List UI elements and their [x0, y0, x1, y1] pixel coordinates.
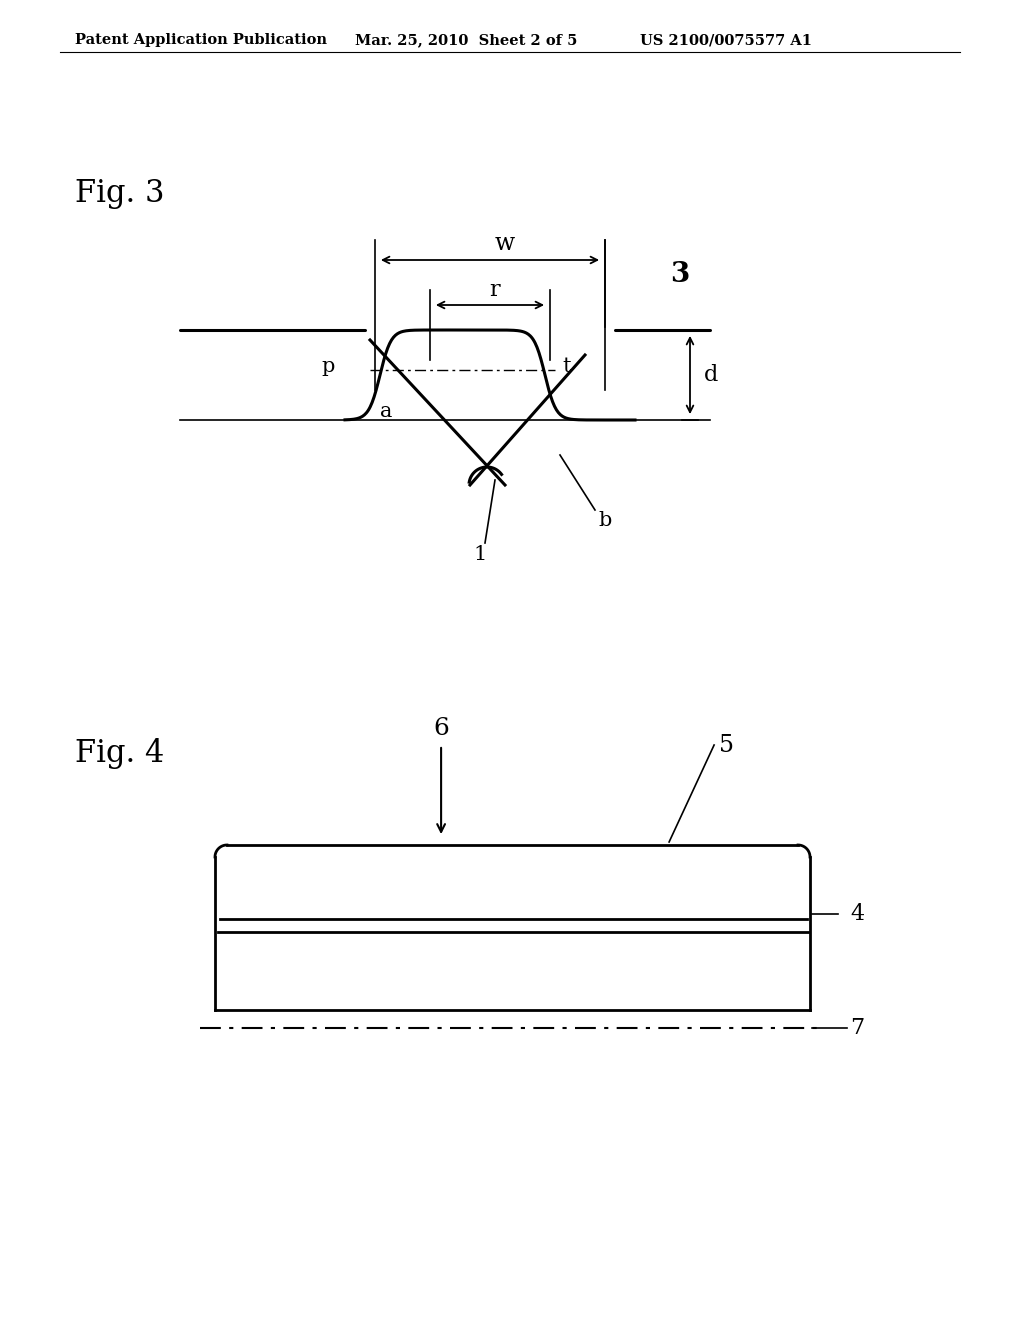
Text: r: r: [489, 279, 501, 301]
Text: Fig. 4: Fig. 4: [75, 738, 164, 770]
Text: p: p: [322, 358, 335, 376]
Text: a: a: [380, 403, 392, 421]
Text: d: d: [705, 364, 719, 385]
Text: 3: 3: [670, 261, 689, 289]
Text: US 2100/0075577 A1: US 2100/0075577 A1: [640, 33, 812, 48]
Text: 6: 6: [433, 717, 450, 741]
Text: 4: 4: [850, 903, 864, 925]
Text: 5: 5: [719, 734, 734, 756]
Text: w: w: [495, 232, 515, 255]
Text: Fig. 3: Fig. 3: [75, 178, 165, 209]
Text: b: b: [598, 511, 611, 529]
Text: Patent Application Publication: Patent Application Publication: [75, 33, 327, 48]
Text: 7: 7: [850, 1016, 864, 1039]
Text: Mar. 25, 2010  Sheet 2 of 5: Mar. 25, 2010 Sheet 2 of 5: [355, 33, 578, 48]
Text: 1: 1: [473, 545, 486, 565]
Text: t: t: [562, 358, 570, 376]
